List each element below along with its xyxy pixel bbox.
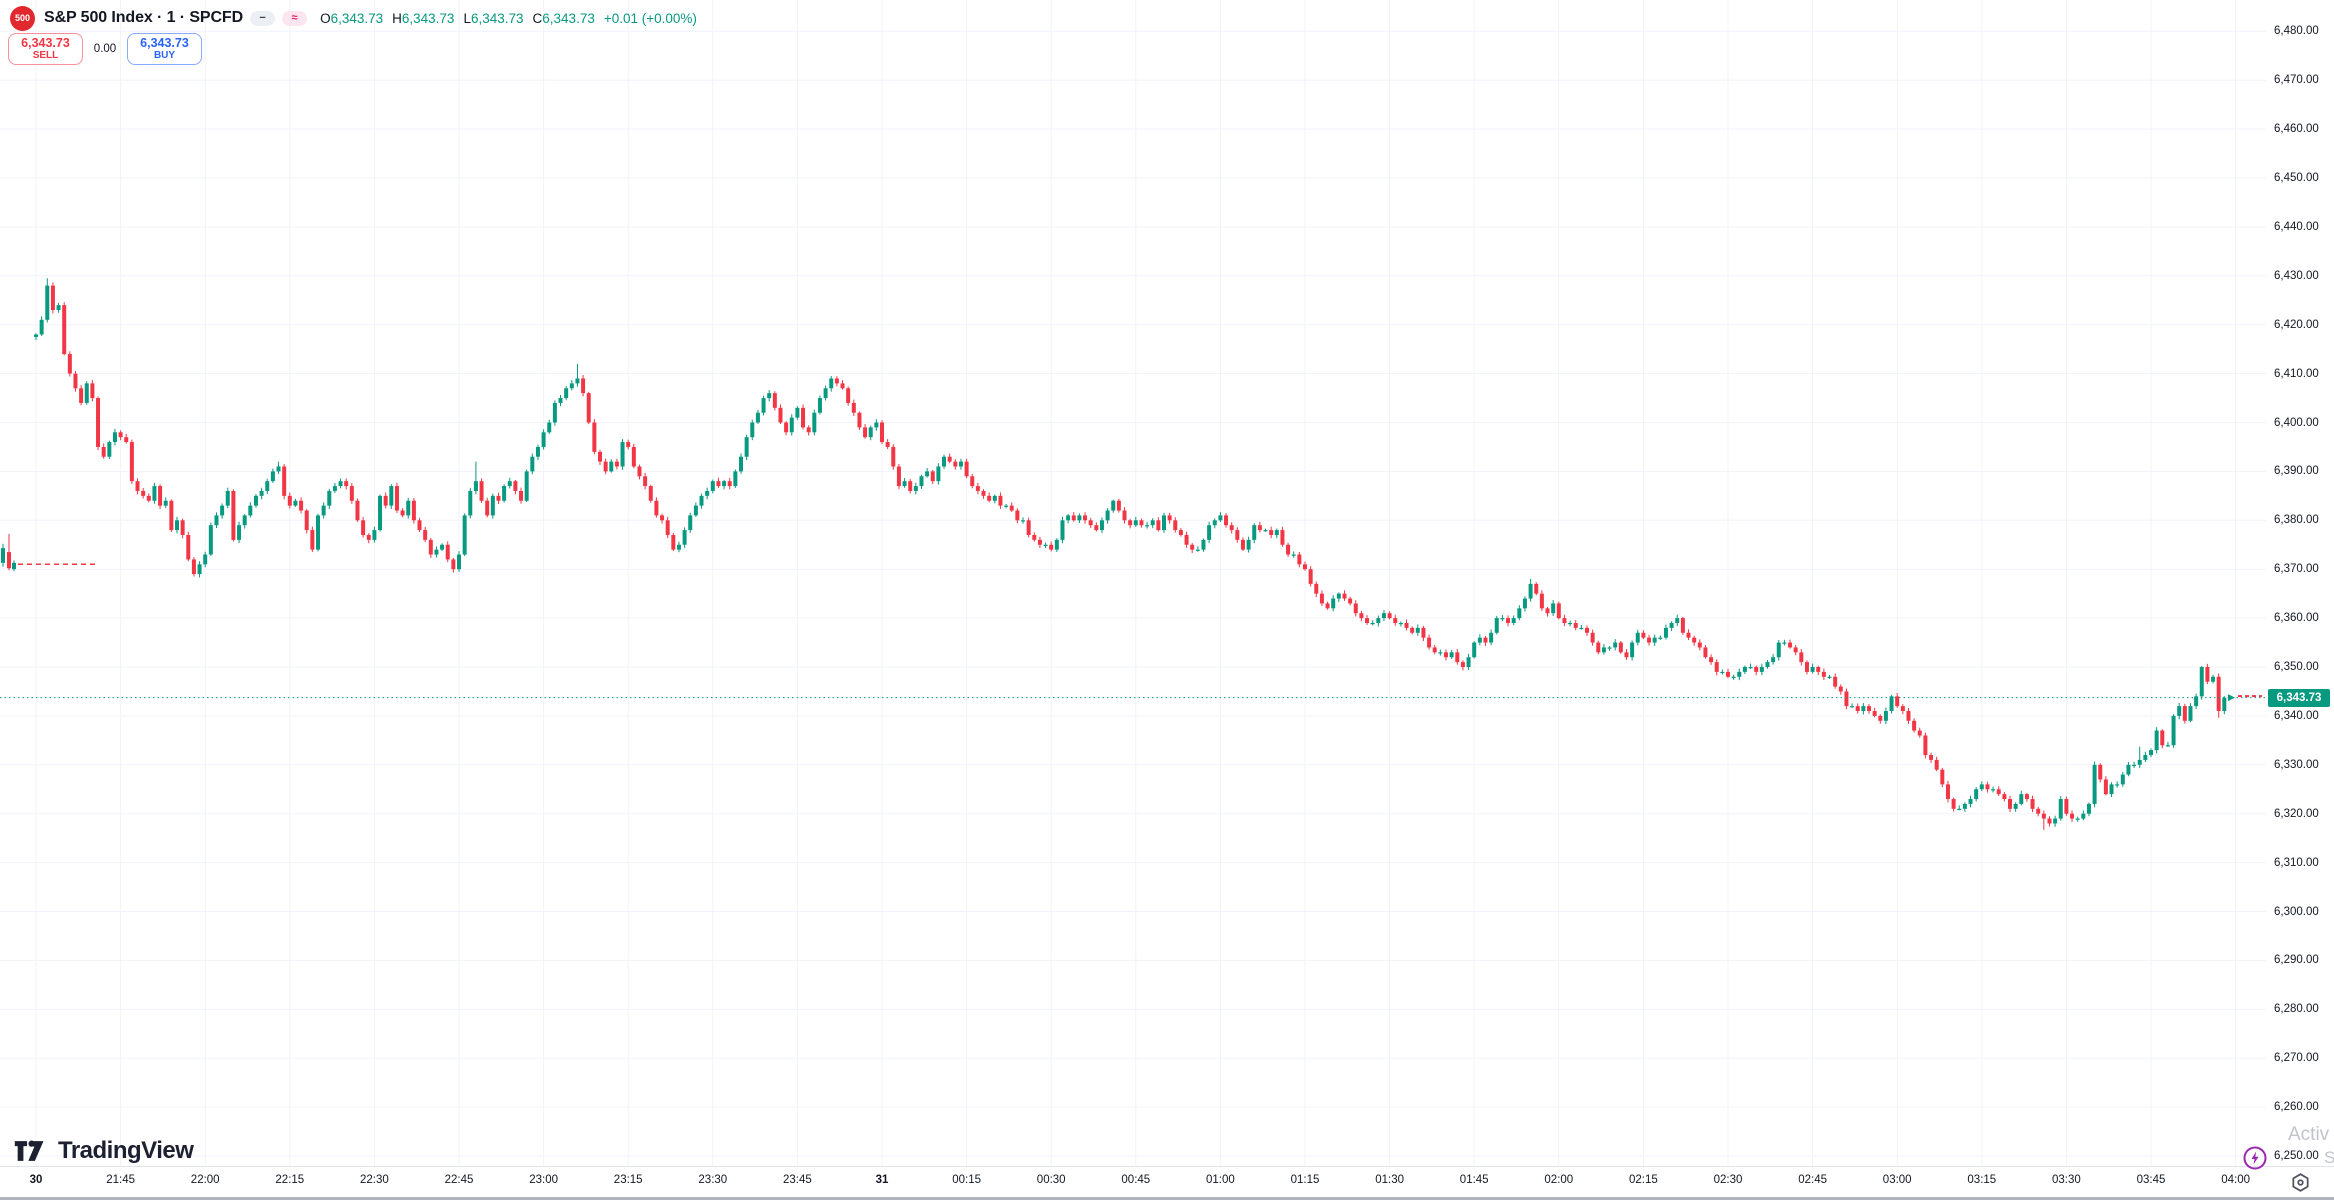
marker-wave-icon[interactable]: ≈ bbox=[282, 10, 308, 26]
price-label: 6,460.00 bbox=[2274, 123, 2319, 136]
axis-settings-gear-icon[interactable] bbox=[2290, 1172, 2311, 1193]
time-label: 22:15 bbox=[275, 1174, 305, 1186]
price-label: 6,480.00 bbox=[2274, 25, 2319, 38]
time-label: 01:45 bbox=[1459, 1174, 1489, 1186]
tradingview-logo[interactable]: TradingView bbox=[14, 1136, 194, 1166]
window-bottom-edge bbox=[0, 1197, 2334, 1200]
price-label: 6,250.00 bbox=[2274, 1150, 2319, 1162]
price-label: 6,320.00 bbox=[2274, 807, 2319, 820]
low-label: L bbox=[463, 10, 471, 26]
tradingview-logo-text: TradingView bbox=[58, 1137, 194, 1164]
price-label: 6,360.00 bbox=[2274, 612, 2319, 625]
price-label: 6,260.00 bbox=[2274, 1101, 2319, 1114]
time-label: 22:00 bbox=[190, 1174, 220, 1186]
time-label: 01:30 bbox=[1375, 1174, 1404, 1186]
price-label: 6,390.00 bbox=[2274, 465, 2319, 478]
sell-price: 6,343.73 bbox=[21, 35, 70, 50]
time-label: 01:00 bbox=[1206, 1174, 1235, 1186]
time-label: 23:30 bbox=[698, 1174, 728, 1186]
time-label: 02:15 bbox=[1629, 1174, 1658, 1186]
time-axis-border bbox=[0, 1166, 2334, 1167]
lightning-icon[interactable] bbox=[2243, 1146, 2267, 1170]
price-label: 6,310.00 bbox=[2274, 856, 2319, 869]
price-label: 6,270.00 bbox=[2274, 1052, 2319, 1065]
time-label: 02:30 bbox=[1713, 1174, 1743, 1186]
time-label: 00:45 bbox=[1121, 1174, 1151, 1186]
chart-canvas[interactable] bbox=[0, 0, 2334, 1166]
tradingview-mark-icon bbox=[14, 1140, 44, 1161]
symbol-title[interactable]: S&P 500 Index · 1 · SPCFD bbox=[44, 9, 244, 26]
buy-price: 6,343.73 bbox=[140, 35, 189, 50]
buy-button[interactable]: 6,343.73 BUY bbox=[127, 33, 202, 65]
time-label: 03:30 bbox=[2052, 1174, 2081, 1186]
price-label: 6,340.00 bbox=[2274, 709, 2319, 722]
buy-label: BUY bbox=[153, 50, 176, 62]
price-label: 6,370.00 bbox=[2274, 563, 2319, 576]
price-label: 6,470.00 bbox=[2274, 74, 2319, 87]
activate-watermark-fragment: S bbox=[2324, 1148, 2334, 1167]
time-label: 23:45 bbox=[783, 1174, 812, 1186]
price-label: 6,280.00 bbox=[2274, 1003, 2319, 1016]
price-label: 6,410.00 bbox=[2274, 367, 2319, 380]
price-label: 6,400.00 bbox=[2274, 416, 2319, 429]
time-label: 21:45 bbox=[106, 1174, 135, 1186]
time-label: 31 bbox=[875, 1174, 889, 1186]
price-label: 6,290.00 bbox=[2274, 954, 2319, 967]
price-label: 6,300.00 bbox=[2274, 905, 2319, 918]
activate-watermark-text: Activ bbox=[2288, 1124, 2330, 1145]
price-label: 6,330.00 bbox=[2274, 758, 2319, 771]
open-label: O bbox=[320, 10, 331, 26]
time-label: 03:15 bbox=[1967, 1174, 1997, 1186]
high-value: 6,343.73 bbox=[401, 10, 455, 26]
time-label: 00:30 bbox=[1036, 1174, 1066, 1186]
low-value: 6,343.73 bbox=[470, 10, 524, 26]
high-label: H bbox=[392, 10, 402, 26]
sell-button[interactable]: 6,343.73 SELL bbox=[8, 33, 83, 65]
time-label: 22:45 bbox=[444, 1174, 474, 1186]
price-label: 6,440.00 bbox=[2274, 220, 2319, 233]
time-label: 23:15 bbox=[613, 1174, 643, 1186]
order-panel: 6,343.73 SELL 0.00 6,343.73 BUY bbox=[8, 33, 202, 65]
time-label: 03:00 bbox=[1882, 1174, 1912, 1186]
close-label: C bbox=[532, 10, 543, 26]
price-label: 6,350.00 bbox=[2274, 661, 2319, 673]
price-label: 6,450.00 bbox=[2274, 172, 2319, 184]
time-label: 00:15 bbox=[952, 1174, 981, 1186]
time-label: 03:45 bbox=[2136, 1174, 2166, 1186]
sell-label: SELL bbox=[32, 50, 59, 62]
time-label: 22:30 bbox=[360, 1174, 389, 1186]
time-label: 02:00 bbox=[1544, 1174, 1574, 1186]
close-value: 6,343.73 bbox=[542, 10, 595, 26]
sp500-logo-icon: 500 bbox=[10, 5, 35, 31]
ohlc-values: O6,343.73 H6,343.73 L6,343.73 C6,343.73 … bbox=[320, 11, 697, 26]
price-label: 6,430.00 bbox=[2274, 269, 2319, 282]
price-label: 6,420.00 bbox=[2274, 318, 2319, 331]
time-label: 04:00 bbox=[2221, 1174, 2250, 1186]
marker-dash-icon[interactable]: − bbox=[250, 10, 276, 26]
current-price-tag: 6,343.73 bbox=[2268, 688, 2330, 707]
symbol-legend: 500 S&P 500 Index · 1 · SPCFD − ≈ O6,343… bbox=[10, 4, 697, 32]
time-label: 30 bbox=[29, 1174, 43, 1186]
spread-value: 0.00 bbox=[93, 43, 117, 55]
time-label: 01:15 bbox=[1290, 1174, 1320, 1186]
open-value: 6,343.73 bbox=[330, 10, 384, 26]
time-label: 02:45 bbox=[1798, 1174, 1827, 1186]
price-label: 6,380.00 bbox=[2274, 514, 2319, 527]
time-label: 23:00 bbox=[529, 1174, 558, 1186]
change-value: +0.01 (+0.00%) bbox=[603, 10, 697, 26]
